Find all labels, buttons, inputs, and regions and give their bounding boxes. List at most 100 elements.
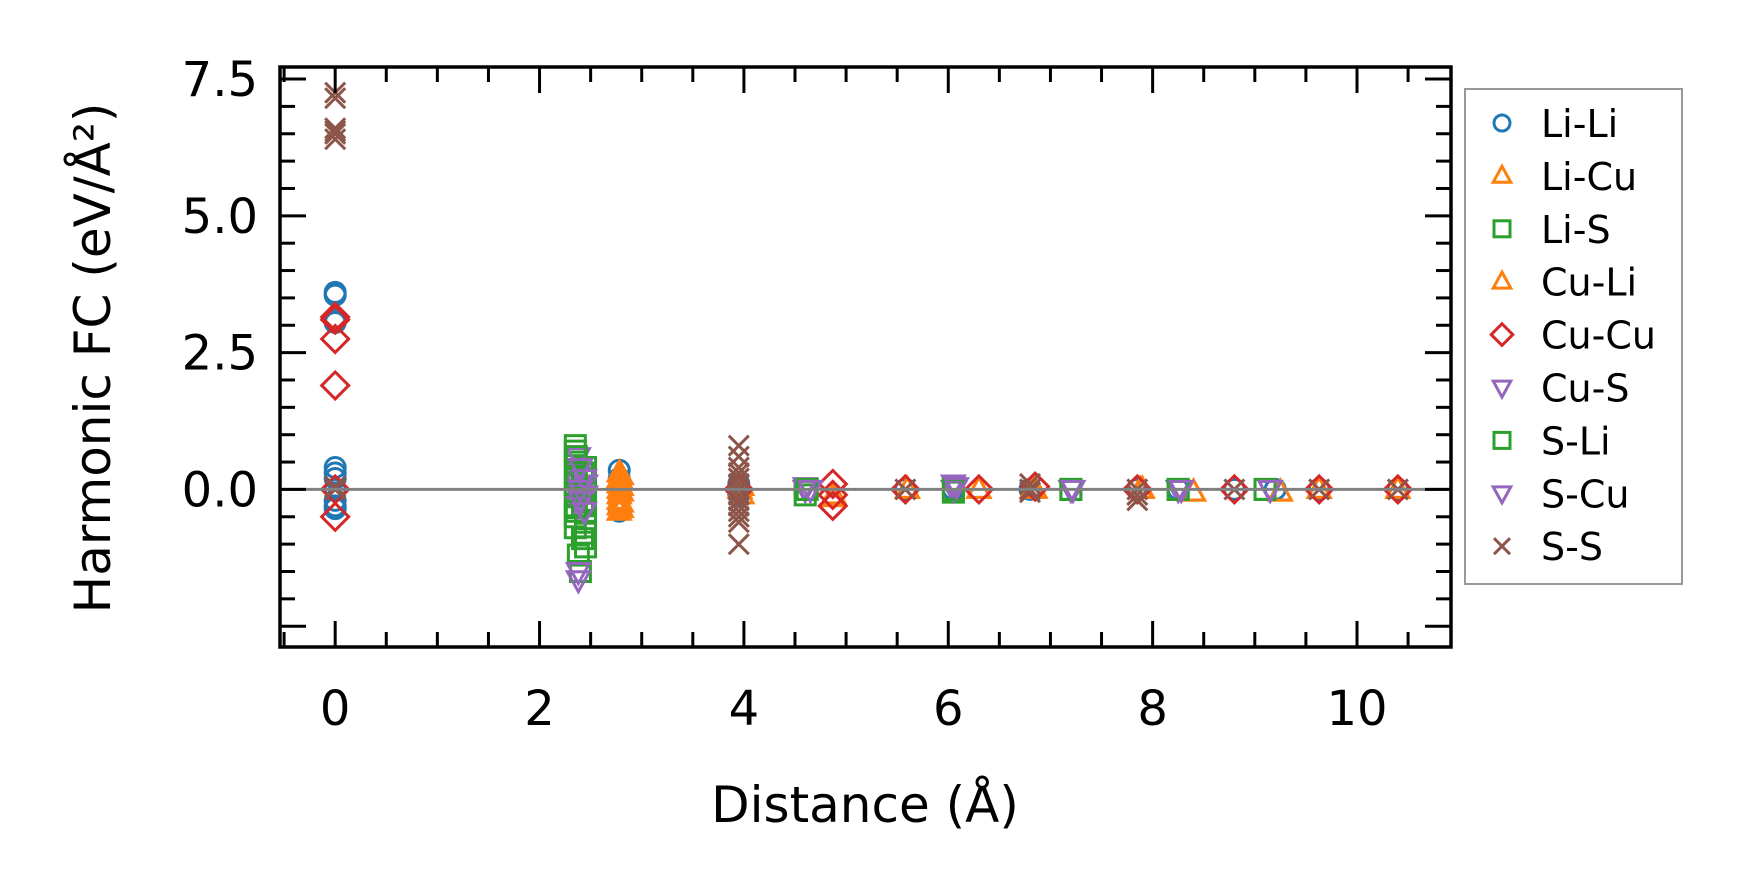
legend-marker-triangle-down-icon	[1490, 485, 1514, 507]
data-point	[319, 369, 351, 402]
data-point	[319, 301, 351, 333]
legend-marker-circle-icon	[1492, 113, 1512, 133]
data-point	[965, 474, 993, 499]
data-point	[727, 434, 750, 457]
data-point	[570, 527, 594, 551]
data-point	[1018, 481, 1042, 504]
legend-item: Li-Li	[1492, 102, 1618, 146]
data-point	[607, 460, 635, 486]
data-point	[1167, 479, 1195, 505]
legend: Li-Li Li-Cu Li-S Cu-Li Cu-Cu Cu-S S-Li S-Cu S-S	[1464, 88, 1683, 585]
legend-item: Cu-Cu	[1489, 314, 1656, 358]
x-tick-label: 10	[1326, 681, 1387, 737]
series-cu-s	[564, 447, 1284, 595]
y-tick-label: 5.0	[182, 189, 258, 245]
data-point	[564, 499, 588, 523]
data-point	[817, 468, 849, 500]
data-points	[319, 81, 1414, 595]
legend-marker-x-icon	[1492, 537, 1512, 556]
data-point	[324, 122, 347, 145]
y-tick-label: 0.0	[182, 462, 258, 518]
series-s-s	[324, 81, 1409, 556]
data-point	[1305, 474, 1333, 499]
legend-marker-triangle-up-icon	[1490, 268, 1514, 290]
data-point	[324, 128, 347, 151]
plot-frame	[278, 65, 1453, 649]
data-point	[796, 479, 824, 505]
y-tick-label: 7.5	[182, 52, 258, 108]
legend-label: Cu-Cu	[1541, 314, 1656, 358]
data-point	[319, 501, 351, 533]
axis-ticks: 0 2 4 6 8 10 0.0 2.5 5.0 7.5	[182, 52, 1451, 737]
data-point	[607, 493, 635, 519]
legend-item: Li-Cu	[1490, 155, 1637, 199]
data-point	[727, 461, 750, 485]
x-tick-label: 2	[524, 681, 555, 737]
legend-marker-square-icon	[1492, 430, 1512, 450]
legend-item: Li-S	[1492, 208, 1611, 252]
data-point	[1218, 473, 1250, 506]
legend-label: Li-S	[1541, 208, 1611, 252]
data-point	[727, 505, 750, 528]
legend-label: S-Li	[1541, 419, 1611, 463]
legend-item: Cu-Li	[1490, 261, 1637, 305]
series-s-cu	[566, 458, 1284, 527]
x-tick-label: 0	[320, 681, 351, 737]
data-point	[727, 489, 750, 512]
legend-label: S-S	[1541, 525, 1603, 569]
y-tick-label: 2.5	[182, 326, 258, 382]
y-axis-label: Harmonic FC (eV/Å²)	[64, 103, 122, 614]
legend-marker-diamond-icon	[1489, 321, 1515, 348]
legend-item: S-S	[1492, 525, 1603, 569]
data-point	[889, 473, 921, 506]
data-point	[564, 561, 592, 587]
data-point	[607, 487, 635, 513]
data-point	[324, 475, 347, 498]
data-point	[319, 304, 351, 336]
data-point	[1303, 473, 1335, 506]
series-li-s	[563, 434, 1277, 583]
data-point	[570, 501, 599, 527]
legend-item: S-Cu	[1490, 472, 1629, 516]
data-point	[1126, 489, 1149, 512]
data-point	[1384, 474, 1412, 499]
legend-marker-triangle-down-icon	[1490, 379, 1514, 401]
legend-label: Li-Li	[1541, 102, 1618, 146]
data-point	[727, 467, 750, 490]
data-point	[727, 500, 750, 523]
data-point	[817, 490, 849, 522]
data-point	[566, 543, 590, 567]
legend-marker-square-icon	[1492, 219, 1512, 239]
data-point	[324, 117, 347, 140]
data-point	[727, 456, 750, 479]
legend-label: Li-Cu	[1541, 155, 1637, 199]
data-point	[1382, 473, 1414, 506]
data-point	[963, 473, 995, 506]
data-point	[574, 535, 598, 559]
legend-label: S-Cu	[1541, 472, 1629, 516]
x-tick-label: 4	[729, 681, 760, 737]
data-point	[1256, 479, 1284, 505]
x-tick-label: 8	[1137, 681, 1168, 737]
data-point	[1019, 471, 1051, 503]
series-cu-cu	[319, 301, 1414, 533]
data-point	[564, 570, 592, 595]
x-axis-label: Distance (Å)	[711, 776, 1019, 834]
data-point	[727, 445, 750, 468]
data-point	[727, 533, 750, 556]
data-point	[727, 511, 750, 534]
data-point	[1059, 479, 1087, 505]
legend-item: Cu-S	[1490, 367, 1629, 411]
data-point	[323, 497, 347, 521]
data-point	[324, 87, 347, 110]
data-point	[319, 323, 351, 355]
data-point	[564, 445, 588, 469]
legend-item: S-Li	[1492, 419, 1611, 463]
legend-label: Cu-S	[1541, 367, 1629, 411]
legend-label: Cu-Li	[1541, 261, 1637, 305]
legend-marker-triangle-up-icon	[1490, 163, 1514, 184]
data-point	[727, 494, 750, 517]
data-point	[324, 119, 347, 143]
x-tick-label: 6	[933, 681, 964, 737]
